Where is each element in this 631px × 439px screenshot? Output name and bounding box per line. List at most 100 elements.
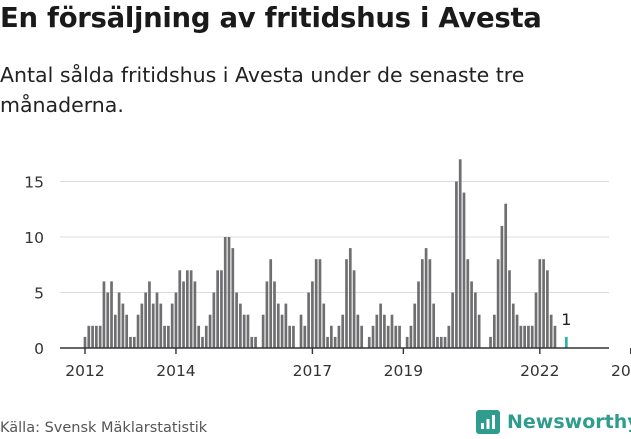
bar — [311, 281, 314, 348]
bar — [170, 303, 174, 348]
bar — [492, 314, 496, 348]
bar — [204, 325, 208, 348]
bar — [121, 303, 125, 348]
bar — [443, 336, 447, 348]
bar — [405, 336, 409, 348]
bar — [151, 303, 155, 348]
bar — [227, 237, 231, 348]
bar — [250, 336, 254, 348]
bar — [242, 314, 246, 348]
bar — [489, 336, 492, 348]
bars — [83, 159, 568, 348]
bar — [231, 248, 235, 348]
bar — [348, 248, 352, 348]
bar — [474, 292, 477, 348]
x-tick-label: 2024 — [611, 362, 631, 380]
bar — [371, 325, 375, 348]
bar — [451, 292, 454, 348]
bar — [500, 225, 504, 348]
bar — [322, 303, 326, 348]
bar — [280, 314, 284, 348]
bar — [379, 303, 382, 348]
bar — [375, 314, 379, 348]
bar — [87, 325, 91, 348]
bar — [330, 325, 333, 348]
bar — [148, 281, 151, 348]
bar — [155, 292, 159, 348]
bar — [113, 314, 117, 348]
bar — [292, 325, 295, 348]
bar — [178, 270, 182, 348]
bar — [163, 325, 166, 348]
bar — [496, 259, 500, 348]
bar — [527, 325, 530, 348]
bar — [167, 325, 170, 348]
bar — [239, 303, 242, 348]
bar — [352, 270, 356, 348]
bar — [98, 325, 102, 348]
bar — [413, 303, 417, 348]
bar — [117, 292, 121, 348]
bar — [235, 292, 238, 348]
bar — [447, 325, 451, 348]
bar — [303, 325, 307, 348]
bar — [159, 303, 163, 348]
bar — [106, 292, 110, 348]
y-axis-tick-labels: 0 5 10 15 — [24, 174, 44, 359]
bar — [386, 325, 390, 348]
bar — [458, 159, 462, 348]
bar — [462, 192, 466, 348]
bar — [409, 325, 413, 348]
bar — [367, 336, 371, 348]
bar — [333, 336, 337, 348]
bar — [542, 259, 545, 348]
bar — [220, 270, 223, 348]
bar — [394, 325, 398, 348]
chart-title: En försäljning av fritidshus i Avesta — [0, 2, 542, 34]
bar — [269, 259, 273, 348]
bar — [553, 325, 557, 348]
bar — [197, 325, 201, 348]
bar — [519, 325, 523, 348]
bar — [477, 314, 481, 348]
bar — [424, 248, 428, 348]
bar — [390, 314, 394, 348]
bar — [140, 303, 144, 348]
bar — [470, 281, 473, 348]
bar — [125, 314, 129, 348]
bar — [265, 281, 269, 348]
bar — [436, 336, 439, 348]
bar — [144, 292, 147, 348]
bar — [189, 270, 193, 348]
x-axis: 2012 2014 2017 2019 2022 2024 — [60, 347, 631, 380]
brand-logo[interactable]: Newsworthy — [476, 410, 631, 434]
bar — [91, 325, 94, 348]
bar — [208, 314, 212, 348]
bar — [174, 292, 178, 348]
bar — [129, 336, 132, 348]
bar — [356, 314, 360, 348]
bar — [193, 281, 197, 348]
bar — [530, 325, 534, 348]
x-tick-label: 2012 — [65, 362, 104, 380]
bar — [326, 336, 329, 348]
bar — [284, 303, 288, 348]
y-tick-label: 0 — [34, 340, 44, 358]
bar — [420, 259, 424, 348]
bar — [261, 314, 265, 348]
bar — [299, 314, 303, 348]
y-tick-label: 15 — [24, 174, 44, 192]
bar — [212, 292, 216, 348]
bar — [102, 281, 106, 348]
bar — [511, 303, 515, 348]
bar — [337, 325, 341, 348]
bar — [466, 259, 470, 348]
bar — [455, 181, 458, 348]
x-tick-label: 2014 — [156, 362, 195, 380]
bar — [182, 281, 185, 348]
bar — [383, 314, 386, 348]
bar — [417, 281, 420, 348]
bar — [307, 292, 310, 348]
last-value-label: 1 — [561, 310, 571, 329]
bar — [254, 336, 257, 348]
